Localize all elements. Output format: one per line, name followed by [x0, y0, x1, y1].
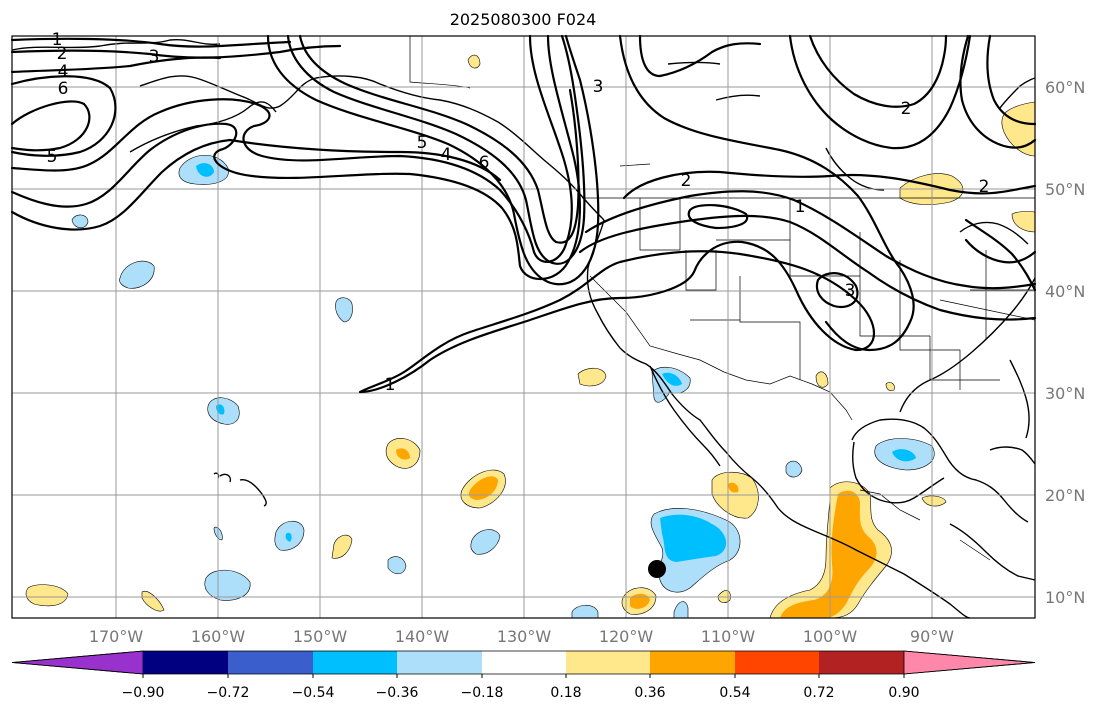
shading-region	[892, 449, 916, 462]
colorbar-tick-labels: −0.90 −0.72 −0.54 −0.36 −0.18 0.18 0.36 …	[122, 685, 920, 701]
lat-label: 40°N	[1045, 282, 1085, 301]
lat-label: 50°N	[1045, 180, 1085, 199]
contour-label: 1	[52, 30, 63, 50]
contour-label: 3	[149, 47, 160, 67]
lat-label: 60°N	[1045, 78, 1085, 97]
contour-label: 6	[58, 79, 69, 99]
shading-region	[577, 367, 607, 387]
shading-region	[285, 532, 292, 542]
shading-region	[815, 371, 829, 388]
contour-label: 4	[441, 145, 452, 165]
contour-labels: 1 2 3 4 6 5 5 4 6 3 2 1 3 2 2 1	[47, 30, 990, 395]
colorbar-tick-label: 0.36	[634, 685, 665, 701]
shading-region	[673, 601, 689, 619]
shading-region	[196, 163, 214, 177]
shading-region	[331, 534, 353, 559]
contour-label: 2	[979, 177, 990, 197]
lat-label: 10°N	[1045, 588, 1085, 607]
colorbar-segment	[397, 651, 482, 674]
latitude-labels: 60°N 50°N 40°N 30°N 20°N 10°N	[1045, 78, 1085, 607]
lon-label: 90°W	[910, 627, 954, 646]
contour-label: 4	[58, 62, 69, 82]
lon-label: 130°W	[497, 627, 552, 646]
contour-label: 5	[417, 133, 428, 153]
colorbar-segment	[482, 651, 566, 674]
contour-label: 2	[901, 99, 912, 119]
colorbar-tick-label: −0.36	[376, 685, 419, 701]
contour-label: 3	[845, 281, 856, 301]
colorbar-segment	[228, 651, 313, 674]
colorbar-tick-label: 0.72	[803, 685, 834, 701]
shading-region	[468, 476, 498, 500]
shading-region	[119, 260, 155, 289]
shading-region	[470, 529, 501, 555]
colorbar-tick-label: −0.18	[461, 685, 504, 701]
contour-label: 3	[593, 77, 604, 97]
colorbar-tick-label: 0.90	[888, 685, 919, 701]
map-frame	[11, 35, 1036, 619]
shading-region	[662, 372, 682, 386]
shading-region	[71, 214, 89, 229]
lon-label: 160°W	[191, 627, 246, 646]
shading-region	[467, 54, 481, 69]
contour-label: 6	[479, 153, 490, 173]
colorbar-segment	[11, 650, 144, 675]
colorbar-segment	[313, 651, 397, 674]
lat-label: 30°N	[1045, 384, 1085, 403]
shading-region	[769, 481, 892, 619]
colorbar	[11, 650, 1036, 678]
colorbar-segment	[819, 651, 904, 674]
shading-region	[921, 495, 947, 507]
contour-label: 1	[385, 375, 396, 395]
shading-region	[571, 604, 599, 619]
colorbar-segment	[566, 651, 650, 674]
shading-region	[785, 460, 803, 478]
lon-label: 120°W	[599, 627, 654, 646]
lon-label: 150°W	[293, 627, 348, 646]
shading-region	[141, 590, 165, 612]
colorbar-tick-label: 0.54	[719, 685, 750, 701]
map-title: 2025080300 F024	[450, 10, 597, 29]
shading-region	[1001, 101, 1036, 157]
shading-region	[780, 490, 877, 618]
lat-label: 20°N	[1045, 486, 1085, 505]
colorbar-segment	[735, 651, 819, 674]
contour-lines	[10, 34, 1037, 394]
contour-label: 2	[57, 44, 68, 64]
longitude-labels: 170°W 160°W 150°W 140°W 130°W 120°W 110°…	[89, 627, 954, 646]
colorbar-tick-label: −0.54	[292, 685, 335, 701]
contour-label: 1	[795, 197, 806, 217]
shading-region	[630, 593, 650, 609]
colorbar-segment	[650, 651, 735, 674]
lon-label: 100°W	[803, 627, 858, 646]
contour-label: 5	[47, 147, 58, 167]
shading-region	[728, 482, 739, 493]
contour-label: 2	[681, 171, 692, 191]
colorbar-tick-label: −0.72	[207, 685, 250, 701]
shading-region	[387, 556, 407, 575]
shading-region	[885, 382, 895, 391]
shading-region	[335, 297, 353, 323]
lon-label: 140°W	[395, 627, 450, 646]
shading-region	[396, 448, 410, 460]
colorbar-segment	[903, 650, 1036, 675]
lon-label: 110°W	[701, 627, 756, 646]
location-marker	[648, 560, 666, 578]
colorbar-tick-label: 0.18	[550, 685, 581, 701]
shading-region	[660, 514, 727, 562]
anomaly-shading	[25, 54, 1036, 619]
colorbar-tick-label: −0.90	[122, 685, 165, 701]
political-borders	[409, 36, 1036, 561]
map-panel: 1 2 3 4 6 5 5 4 6 3 2 1 3 2 2 1	[10, 30, 1037, 619]
lon-label: 170°W	[89, 627, 144, 646]
colorbar-segment	[143, 651, 228, 674]
